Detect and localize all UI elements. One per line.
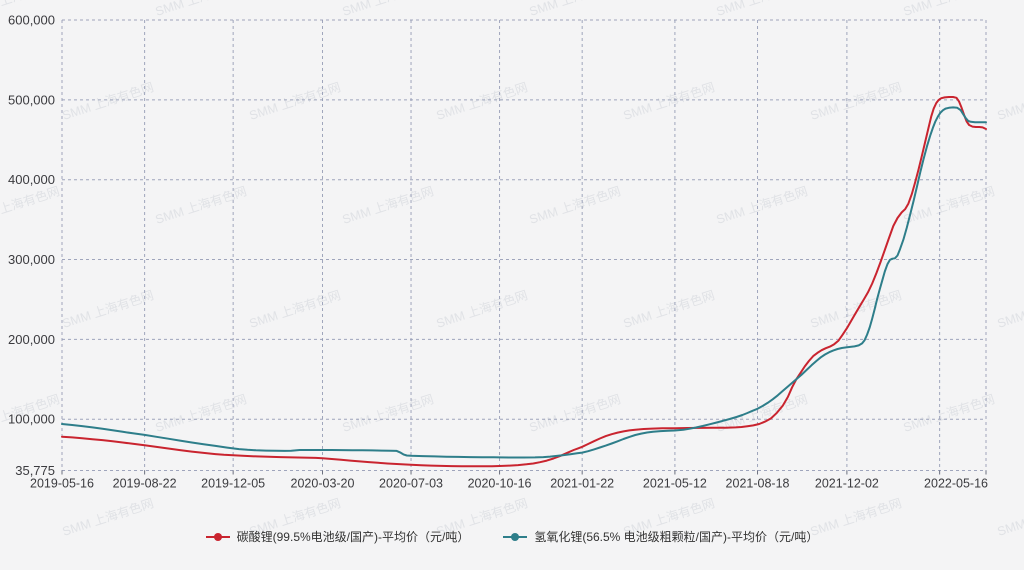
x-axis-label: 2020-07-03 (379, 477, 443, 491)
y-axis-label: 300,000 (8, 252, 55, 267)
watermark-text: SMM 上海有色网 (995, 79, 1024, 123)
series-layer (61, 96, 987, 468)
watermark-text: SMM 上海有色网 (621, 287, 716, 331)
legend-label-lithium-carbonate: 碳酸锂(99.5%电池级/国产)-平均价（元/吨） (236, 530, 470, 544)
watermark-text: SMM 上海有色网 (714, 183, 809, 227)
axis-layer: 35,775 100,000 200,000 300,000 400,000 500,00… (8, 13, 988, 491)
x-axis-label: 2020-10-16 (468, 477, 532, 491)
legend-label-lithium-hydroxide: 氢氧化锂(56.5% 电池级粗颗粒/国产)-平均价（元/吨） (534, 530, 819, 544)
watermark-text: SMM 上海有色网 (808, 79, 903, 123)
watermark-text: SMM 上海有色网 (434, 287, 529, 331)
chart-legend: 碳酸锂(99.5%电池级/国产)-平均价（元/吨） 氢氧化锂(56.5% 电池级… (0, 526, 1024, 548)
watermark-text: SMM 上海有色网 (0, 183, 61, 227)
watermark-text: SMM 上海有色网 (153, 391, 248, 435)
watermark-text: SMM 上海有色网 (340, 183, 435, 227)
y-axis-label: 600,000 (8, 13, 55, 28)
series-line-lithium-hydroxide[interactable] (61, 106, 987, 459)
x-axis-label: 2022-05-16 (924, 477, 988, 491)
watermark-text: SMM 上海有色网 (434, 79, 529, 123)
legend-line-dot-marker (205, 533, 230, 541)
watermark-text: SMM 上海有色网 (995, 287, 1024, 331)
watermark-text: SMM 上海有色网 (527, 0, 622, 19)
legend-dot-icon (511, 533, 520, 541)
watermark-text: SMM 上海有色网 (247, 79, 342, 123)
y-axis-label: 500,000 (8, 92, 55, 107)
legend-item-lithium-hydroxide[interactable]: 氢氧化锂(56.5% 电池级粗颗粒/国产)-平均价（元/吨） (503, 530, 818, 544)
y-axis-label: 35,775 (15, 463, 55, 478)
x-axis-label: 2021-05-12 (643, 477, 707, 491)
watermark-text: SMM 上海有色网 (527, 183, 622, 227)
watermark-text: SMM 上海有色网 (340, 0, 435, 19)
x-axis-label: 2019-05-16 (30, 477, 94, 491)
watermark-text: SMM 上海有色网 (60, 79, 155, 123)
watermark-text: SMM 上海有色网 (60, 287, 155, 331)
y-axis-label: 100,000 (8, 412, 55, 427)
watermark-text: SMM 上海有色网 (901, 391, 996, 435)
x-axis-label: 2021-01-22 (550, 477, 614, 491)
y-axis-label: 400,000 (8, 172, 55, 187)
watermark-text: SMM 上海有色网 (621, 79, 716, 123)
watermark-text: SMM 上海有色网 (247, 287, 342, 331)
x-axis-label: 2021-08-18 (726, 477, 790, 491)
series-line-lithium-carbonate[interactable] (61, 96, 987, 468)
x-axis-label: 2021-12-02 (815, 477, 879, 491)
watermark-text: SMM 上海有色网 (153, 0, 248, 19)
legend-line-dot-marker (503, 533, 528, 541)
legend-item-lithium-carbonate[interactable]: 碳酸锂(99.5%电池级/国产)-平均价（元/吨） (205, 530, 470, 544)
legend-dot-icon (213, 533, 222, 541)
x-axis-label: 2019-12-05 (201, 477, 265, 491)
watermark-text: SMM 上海有色网 (527, 391, 622, 435)
y-axis-label: 200,000 (8, 332, 55, 347)
watermark-text: SMM 上海有色网 (153, 183, 248, 227)
grid-layer (61, 19, 987, 475)
watermark-text: SMM 上海有色网 (714, 0, 809, 19)
x-axis-label: 2020-03-20 (291, 477, 355, 491)
watermark-text: SMM 上海有色网 (340, 391, 435, 435)
watermark-text: SMM 上海有色网 (901, 0, 996, 19)
x-axis-label: 2019-08-22 (113, 477, 177, 491)
watermark-text: SMM 上海有色网 (808, 287, 903, 331)
